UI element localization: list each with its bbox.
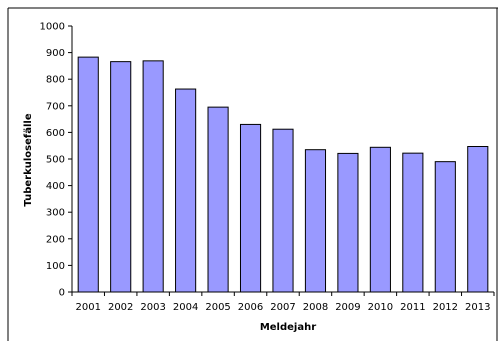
- bar-2003: [142, 60, 164, 293]
- x-tick-label: 2001: [76, 302, 101, 313]
- bar-2001: [77, 56, 99, 293]
- x-tick-label: 2007: [270, 302, 295, 313]
- bar-2012: [434, 161, 456, 293]
- x-axis-title: Meldejahr: [260, 322, 316, 333]
- bar-2011: [402, 152, 424, 293]
- x-tick-label: 2003: [140, 302, 165, 313]
- bar-2009: [337, 152, 359, 293]
- bars-group: [77, 56, 489, 293]
- y-axis: 0 100 200 300 400 500 600 700 800 900 1000: [40, 22, 73, 299]
- bar-2010: [369, 146, 391, 293]
- bar-2007: [272, 128, 294, 293]
- y-tick-label: 300: [46, 208, 65, 219]
- bar-2008: [304, 149, 327, 293]
- x-tick-label: 2004: [173, 302, 198, 313]
- y-tick-label: 200: [46, 234, 65, 245]
- x-tick-label: 2006: [238, 302, 263, 313]
- bar-2006: [239, 123, 262, 293]
- x-tick-label: 2012: [433, 302, 458, 313]
- y-tick-label: 700: [46, 101, 65, 112]
- bar-2005: [207, 106, 229, 293]
- bar-2013: [467, 146, 489, 293]
- y-tick-label: 1000: [40, 22, 65, 33]
- x-tick-label: 2010: [368, 302, 393, 313]
- y-tick-label: 100: [46, 261, 65, 272]
- bar-2004: [175, 88, 197, 293]
- x-axis: 2001 2002 2003 2004 2005 2006 2007 2008 2009 2010…: [71, 291, 495, 313]
- x-tick-label: 2008: [303, 302, 328, 313]
- y-tick-label: 400: [46, 181, 65, 192]
- x-tick-label: 2005: [205, 302, 230, 313]
- y-tick-label: 800: [46, 75, 65, 86]
- x-tick-label: 2013: [465, 302, 490, 313]
- y-tick-label: 500: [46, 155, 65, 166]
- y-tick-label: 900: [46, 48, 65, 59]
- x-tick-label: 2009: [335, 302, 360, 313]
- x-tick-label: 2011: [400, 302, 425, 313]
- y-tick-label: 0: [59, 288, 65, 299]
- y-tick-label: 600: [46, 128, 65, 139]
- y-axis-title: Tuberkulosefälle: [23, 113, 34, 206]
- bar-2002: [110, 61, 132, 293]
- x-tick-label: 2002: [108, 302, 133, 313]
